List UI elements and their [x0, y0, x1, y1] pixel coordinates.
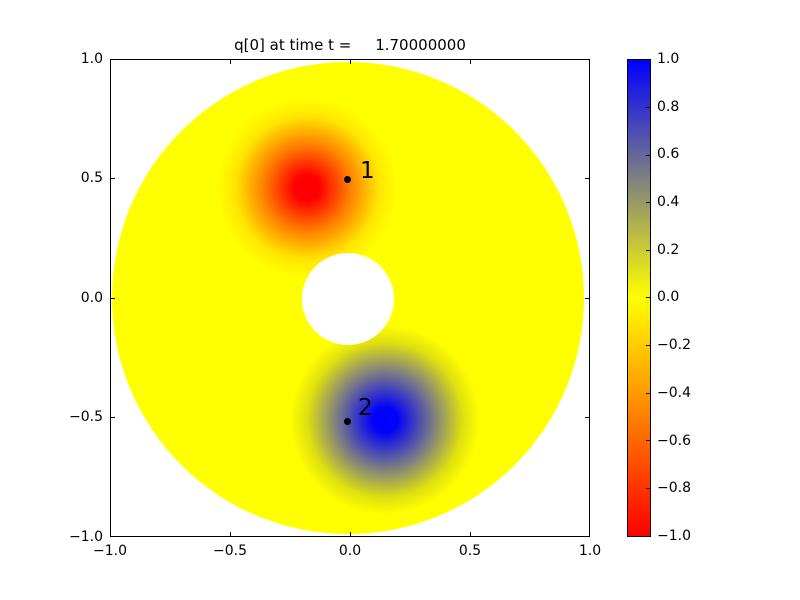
y-tick-left: [111, 417, 115, 418]
y-tick-left: [111, 178, 115, 179]
gaussian-blob-negative: [217, 98, 397, 278]
y-tick-right: [585, 298, 589, 299]
y-tick-right: [585, 417, 589, 418]
colorbar-tick: [646, 107, 650, 108]
gauge-1-label: 1: [360, 158, 375, 184]
colorbar: [627, 59, 651, 537]
plot-axes: 1 2: [110, 59, 590, 537]
x-tick-top: [230, 60, 231, 64]
colorbar-tick: [646, 440, 650, 441]
x-tick-label: −0.5: [213, 543, 247, 559]
x-tick-bottom: [230, 532, 231, 536]
y-tick-label: −0.5: [69, 409, 103, 425]
colorbar-tick-label: 0.6: [657, 146, 680, 162]
x-tick-bottom: [470, 532, 471, 536]
x-tick-top: [350, 60, 351, 64]
annulus-outer-disk: [112, 62, 584, 534]
x-tick-label: 0.5: [458, 543, 482, 559]
y-tick-label: 0.0: [80, 290, 103, 306]
annulus-inner-hole: [302, 253, 394, 345]
colorbar-tick-label: −0.4: [657, 385, 691, 401]
gaussian-blob-positive: [290, 325, 480, 515]
colorbar-tick: [646, 488, 650, 489]
colorbar-tick-label: 1.0: [657, 51, 680, 67]
colorbar-tick: [646, 345, 650, 346]
x-tick-label: −1.0: [93, 543, 127, 559]
gauge-1-dot: [344, 176, 351, 183]
colorbar-tick-label: −0.6: [657, 433, 691, 449]
x-tick-label: 0.0: [338, 543, 362, 559]
colorbar-tick-label: −0.2: [657, 337, 691, 353]
gauge-2-dot: [344, 418, 351, 425]
colorbar-tick-label: −1.0: [657, 528, 691, 544]
colorbar-tick: [646, 393, 650, 394]
colorbar-tick-label: 0.8: [657, 99, 680, 115]
y-tick-label: −1.0: [69, 529, 103, 545]
y-tick-right: [585, 178, 589, 179]
y-tick-left: [111, 298, 115, 299]
gauge-2-label: 2: [358, 395, 373, 421]
colorbar-tick: [646, 202, 650, 203]
colorbar-tick: [646, 250, 650, 251]
x-tick-bottom: [350, 532, 351, 536]
y-tick-label: 0.5: [80, 170, 103, 186]
colorbar-tick-label: 0.2: [657, 242, 680, 258]
y-tick-label: 1.0: [80, 51, 103, 67]
colorbar-tick: [646, 155, 650, 156]
x-tick-label: 1.0: [578, 543, 602, 559]
colorbar-tick-label: −0.8: [657, 480, 691, 496]
x-tick-top: [470, 60, 471, 64]
colorbar-tick-label: 0.0: [657, 289, 680, 305]
colorbar-tick-label: 0.4: [657, 194, 680, 210]
plot-title: q[0] at time t = 1.70000000: [234, 36, 466, 54]
colorbar-tick: [646, 297, 650, 298]
